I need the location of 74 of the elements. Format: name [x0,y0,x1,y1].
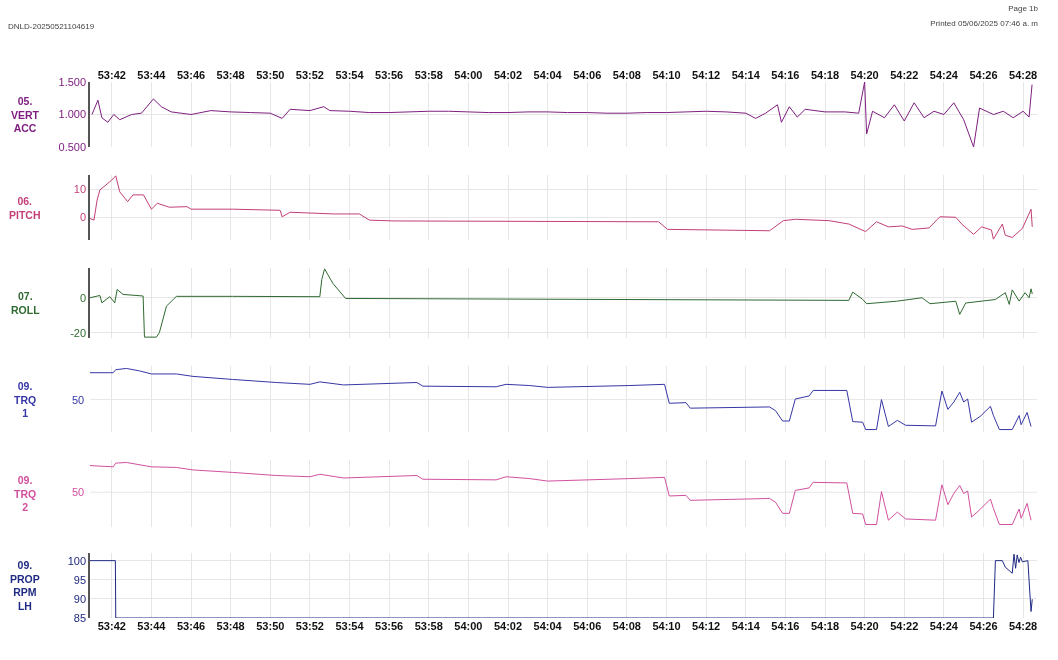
y-axis-title: 06. PITCH [9,195,41,221]
x-tick-label: 54:10 [652,620,681,632]
y-axis-title: 09. TRQ 1 [14,380,37,420]
x-tick-label: 53:58 [414,620,443,632]
x-tick-label: 53:42 [97,68,126,81]
x-tick-label: 53:50 [256,620,285,632]
y-tick-label: 0.500 [58,140,87,153]
x-tick-label: 54:08 [612,620,641,632]
x-tick-label: 54:14 [731,620,761,632]
y-axis-title: 05. VERT ACC [11,95,40,135]
x-tick-label: 53:50 [256,68,285,81]
x-tick-label: 54:18 [810,68,840,81]
x-tick-label: 53:52 [295,620,324,632]
y-tick-label: 85 [73,611,87,624]
y-axis-title: 09. PROP RPM LH [10,559,40,612]
x-tick-label: 54:10 [652,68,681,81]
x-tick-label: 54:04 [533,620,563,632]
x-tick-label: 53:44 [137,68,167,81]
x-tick-label: 54:28 [1009,620,1038,632]
x-tick-label: 54:20 [850,620,879,632]
x-tick-label: 54:06 [573,68,602,81]
x-tick-label: 53:44 [137,620,167,632]
y-tick-label: 95 [73,573,87,586]
x-tick-label: 54:12 [692,68,721,81]
x-tick-label: 53:46 [176,68,206,81]
x-tick-label: 54:22 [890,620,919,632]
line-series [90,175,1033,240]
line-series [90,553,1033,618]
x-tick-label: 54:24 [929,68,959,81]
y-axis-title: 09. TRQ 2 [14,474,37,514]
x-tick-label: 54:16 [771,620,800,632]
text: 50 [72,486,85,498]
x-tick-label: 54:06 [573,620,602,632]
x-tick-label: 54:14 [731,68,761,81]
y-tick-label: 0 [79,211,87,224]
x-tick-label: 54:28 [1009,68,1038,81]
x-tick-label: 54:04 [533,68,563,81]
y-tick-label: 100 [67,554,87,567]
x-tick-label: 54:02 [493,620,523,632]
x-tick-label: 54:12 [692,620,721,632]
x-tick-label: 53:48 [216,620,245,632]
x-tick-label: 53:58 [414,68,443,81]
x-tick-label: 54:00 [454,620,483,632]
y-tick-label: 90 [73,592,87,605]
x-tick-label: 54:00 [454,68,483,81]
x-tick-label: 53:52 [295,68,324,81]
y-axis-title: 07. ROLL [11,290,41,316]
x-tick-label: 54:18 [810,620,840,632]
x-tick-label: 54:02 [493,68,523,81]
y-tick-label: 10 [73,183,87,196]
line-series [90,268,1033,338]
text: Page 1b [1008,4,1038,13]
y-tick-label: 0 [79,291,87,304]
x-tick-label: 53:42 [97,620,126,632]
x-tick-label: 53:56 [375,68,404,81]
text: DNLD-20250521104619 [8,22,95,31]
x-tick-label: 53:54 [335,620,365,632]
x-tick-label: 54:24 [929,620,959,632]
line-series [91,82,1033,147]
x-tick-label: 53:46 [176,620,206,632]
x-tick-label: 54:16 [771,68,800,81]
y-tick-label: -20 [70,326,87,339]
y-tick-label: 1.000 [58,108,87,121]
x-tick-label: 54:22 [890,68,919,81]
y-tick-label: 1.500 [58,75,87,88]
x-tick-label: 54:26 [969,68,998,81]
text: Printed 05/06/2025 07:46 a. m [930,19,1038,28]
x-tick-label: 54:26 [969,620,998,632]
x-tick-label: 54:08 [612,68,641,81]
x-tick-label: 54:20 [850,68,879,81]
x-tick-label: 53:48 [216,68,245,81]
x-tick-label: 53:54 [335,68,365,81]
text: 50 [72,394,85,406]
x-tick-label: 53:56 [375,620,404,632]
